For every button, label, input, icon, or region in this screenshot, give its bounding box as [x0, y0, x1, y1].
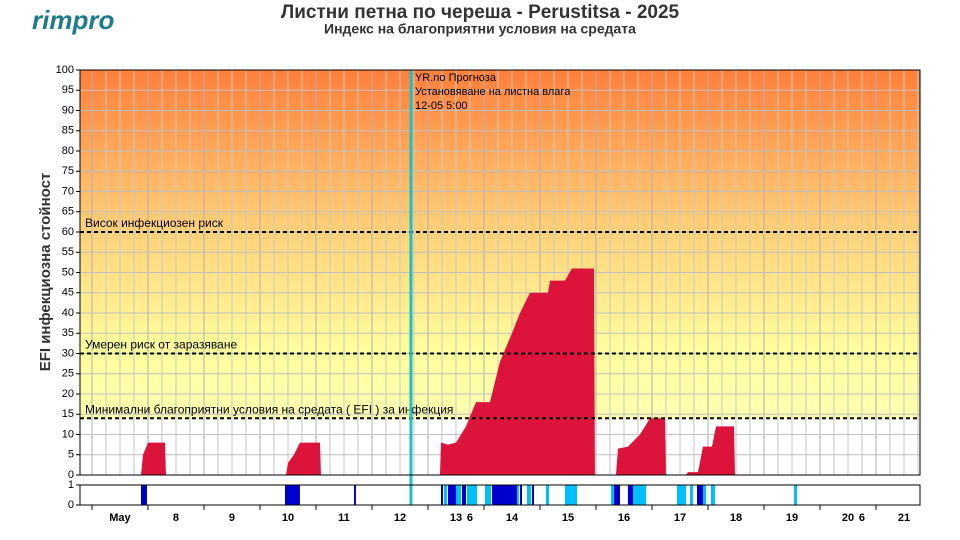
x-tick-label: 12 [394, 512, 406, 524]
y-tick-label: 45 [62, 287, 74, 299]
wetness-bar [627, 485, 633, 505]
y-tick-label: 75 [62, 165, 74, 177]
strip-y-tick-label: 1 [68, 479, 74, 491]
chart-title: Листни петна по череша - Perustitsa - 20… [281, 2, 680, 23]
y-tick-label: 60 [62, 226, 74, 238]
x-tick-label: 6 [467, 512, 473, 524]
x-tick-label: 17 [674, 512, 686, 524]
wetness-bar [613, 485, 621, 505]
logo: rimpro [32, 5, 114, 35]
y-tick-label: 50 [62, 266, 74, 278]
x-tick-label: 11 [338, 512, 350, 524]
wetness-bar [140, 485, 147, 505]
y-tick-label: 80 [62, 145, 74, 157]
x-tick-label: 15 [562, 512, 574, 524]
x-tick-label: 21 [898, 512, 910, 524]
wetness-bar [516, 485, 519, 505]
y-tick-label: 70 [62, 185, 74, 197]
y-axis-label: EFI инфекциозна стойност [37, 173, 54, 372]
y-tick-label: 85 [62, 125, 74, 137]
wetness-bar [564, 485, 577, 505]
plot-frame [79, 69, 921, 476]
strip-y-tick-label: 0 [68, 499, 74, 511]
wetness-bar [703, 485, 706, 505]
y-tick-label: 5 [68, 449, 74, 461]
threshold-label: Минимални благоприятни условия на средат… [85, 402, 453, 416]
wetness-bar [491, 485, 517, 505]
y-tick-label: 25 [62, 368, 74, 380]
y-tick-label: 10 [62, 428, 74, 440]
wetness-bar [440, 485, 443, 505]
y-tick-label: 90 [62, 104, 74, 116]
wetness-bar [794, 485, 797, 505]
wetness-bar [690, 485, 693, 505]
forecast-annotation: 12-05 5:00 [415, 100, 468, 112]
y-tick-label: 100 [56, 64, 74, 76]
wetness-bar [545, 485, 549, 505]
wetness-bar [697, 485, 703, 505]
x-tick-label: 6 [859, 512, 865, 524]
x-tick-label: 18 [730, 512, 742, 524]
y-tick-label: 95 [62, 84, 74, 96]
wetness-bar [354, 485, 356, 505]
y-tick-label: 0 [68, 469, 74, 481]
x-tick-label: May [109, 512, 131, 524]
chart-subtitle: Индекс на благоприятни условия на средат… [324, 21, 636, 37]
y-tick-label: 15 [62, 408, 74, 420]
y-tick-label: 30 [62, 347, 74, 359]
x-tick-label: 20 [842, 512, 854, 524]
y-tick-label: 20 [62, 388, 74, 400]
wetness-bar [531, 485, 534, 505]
y-tick-label: 40 [62, 307, 74, 319]
wetness-bar [284, 485, 300, 505]
x-tick-label: 8 [173, 512, 179, 524]
x-tick-label: 19 [786, 512, 798, 524]
wetness-bar [519, 485, 523, 505]
wetness-bar [455, 485, 461, 505]
forecast-annotation: Установяване на листна влага [415, 86, 571, 98]
wetness-bar [633, 485, 646, 505]
y-tick-label: 55 [62, 246, 74, 258]
wetness-bar [461, 485, 467, 505]
efi-area [140, 268, 735, 475]
strip-frame [79, 484, 921, 506]
wetness-bar [484, 485, 491, 505]
forecast-annotation: YR.no Прогноза [415, 72, 497, 84]
y-tick-label: 65 [62, 206, 74, 218]
threshold-label: Висок инфекциозен риск [85, 216, 224, 230]
x-tick-label: 14 [506, 512, 519, 524]
y-tick-label: 35 [62, 327, 74, 339]
x-tick-label: 16 [618, 512, 630, 524]
wetness-bar [466, 485, 477, 505]
wetness-bar [526, 485, 531, 505]
wetness-bar [610, 485, 614, 505]
wetness-bar [444, 485, 447, 505]
x-tick-label: 9 [229, 512, 235, 524]
wetness-bar [447, 485, 456, 505]
x-tick-label: 10 [282, 512, 294, 524]
wetness-bar [711, 485, 715, 505]
threshold-label: Умерен риск от заразяване [85, 338, 237, 352]
x-tick-label: 13 [450, 512, 462, 524]
wetness-bar [676, 485, 686, 505]
